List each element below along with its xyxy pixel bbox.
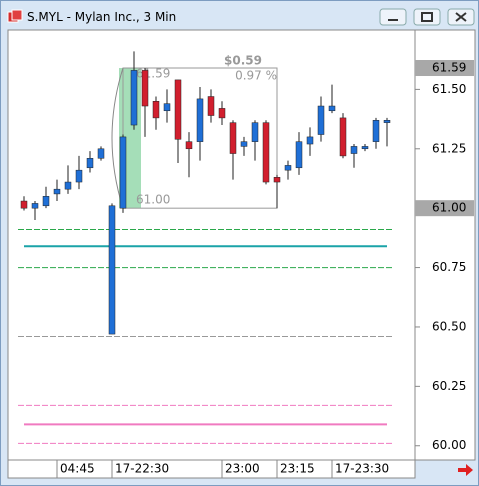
- candle-body: [361, 146, 369, 150]
- x-tick-label: 17-23:30: [335, 462, 389, 476]
- candle-body: [218, 108, 226, 119]
- measure-from: 61.00: [136, 193, 170, 207]
- app-icon: [7, 9, 23, 23]
- candle-body: [42, 196, 50, 207]
- candle-body: [240, 141, 248, 147]
- y-tick-label: 60.00: [432, 438, 466, 452]
- candle-body: [75, 169, 83, 183]
- candle-body: [295, 141, 303, 169]
- measure-to: 61.59: [136, 67, 170, 81]
- price-tag: [415, 200, 474, 217]
- candle-body: [31, 203, 39, 209]
- candle-body: [130, 70, 138, 126]
- price-axis: [414, 29, 476, 461]
- scroll-arrow[interactable]: [458, 464, 473, 476]
- measure-change: $0.59: [224, 54, 262, 68]
- price-tag-label: 61.59: [432, 61, 466, 75]
- y-tick-label: 60.75: [432, 260, 466, 274]
- candle-body: [86, 158, 94, 169]
- candle-body: [207, 96, 215, 116]
- candle-body: [174, 79, 182, 140]
- candle-body: [350, 146, 358, 154]
- candle-body: [262, 122, 270, 183]
- y-tick-label: 61.50: [432, 82, 466, 96]
- candle-body: [196, 98, 204, 142]
- x-tick-label: 04:45: [60, 462, 95, 476]
- price-tag: [415, 60, 474, 77]
- window-title: S.MYL - Mylan Inc., 3 Min: [27, 10, 177, 24]
- measure-arc: [111, 67, 124, 209]
- candle-body: [20, 200, 28, 209]
- candle-body: [328, 105, 336, 112]
- candle-body: [284, 165, 292, 171]
- candle-body: [185, 141, 193, 150]
- y-tick-label: 60.25: [432, 379, 466, 393]
- candle-body: [273, 177, 281, 183]
- price-tag-label: 61.00: [432, 201, 466, 215]
- candle-body: [163, 103, 171, 112]
- x-tick-label: 17-22:30: [115, 462, 169, 476]
- candle-body: [372, 120, 380, 142]
- y-tick-label: 61.25: [432, 141, 466, 155]
- x-tick-label: 23:00: [225, 462, 260, 476]
- candle-body: [229, 122, 237, 154]
- candle-body: [339, 117, 347, 157]
- measure-pct: 0.97 %: [235, 69, 277, 83]
- candle-body: [152, 101, 160, 119]
- x-tick-label: 23:15: [280, 462, 315, 476]
- time-axis: [7, 459, 416, 479]
- window-buttons[interactable]: [379, 8, 479, 28]
- candle-body: [383, 120, 391, 123]
- candle-body: [306, 136, 314, 145]
- candle-body: [53, 188, 61, 195]
- candle-body: [97, 148, 105, 159]
- candle-body: [108, 205, 116, 335]
- candle-body: [141, 70, 149, 107]
- candle-body: [251, 122, 259, 142]
- y-tick-label: 60.50: [432, 319, 466, 333]
- candle-body: [64, 181, 72, 190]
- candle-body: [317, 105, 325, 135]
- candle-body: [119, 136, 127, 209]
